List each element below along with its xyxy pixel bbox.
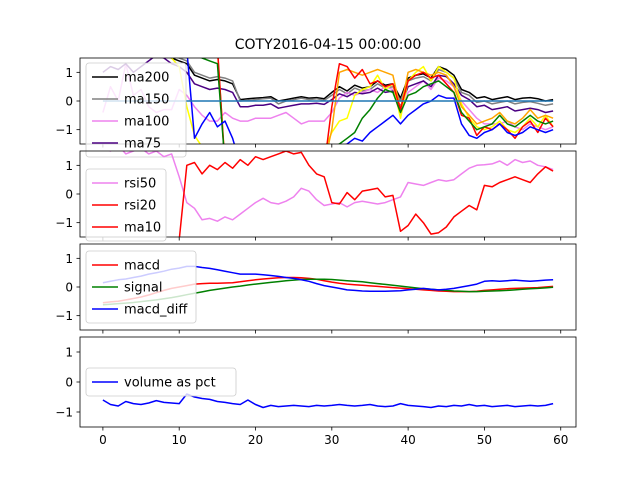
y-tick-label: 0	[65, 188, 73, 202]
y-tick-label: 1	[65, 159, 73, 173]
series-group	[102, 393, 554, 409]
legend: volume as pct	[85, 367, 237, 397]
legend-label: rsi50	[124, 177, 156, 192]
panel-macd: −1 0 1 macd signal macd_diff	[55, 243, 577, 334]
figure-title: COTY2016-04-15 00:00:00	[235, 37, 422, 53]
x-tick-label: 10	[172, 433, 187, 447]
legend-label: rsi20	[124, 199, 156, 214]
y-tick-label: −1	[55, 309, 73, 323]
series-group	[108, 151, 554, 237]
series-line-unlabeled-8	[186, 58, 554, 144]
series-line-unlabeled-7	[199, 58, 554, 144]
legend-label: ma200	[124, 71, 169, 86]
legend-label: ma150	[124, 93, 169, 108]
y-tick-label: 0	[65, 281, 73, 295]
series-line-unlabeled-6	[217, 58, 554, 144]
series-line-ma150	[177, 58, 554, 107]
legend: ma200 ma150 ma100 ma75	[85, 62, 187, 158]
y-tick-label: 0	[65, 95, 73, 109]
y-tick-label: −1	[55, 123, 73, 137]
series-group	[102, 58, 554, 144]
y-tick-label: 0	[65, 376, 73, 390]
legend-label: volume as pct	[124, 376, 216, 391]
legend-label: ma75	[124, 137, 161, 152]
legend-label: ma10	[124, 221, 161, 236]
series-line-unlabeled-5	[217, 58, 554, 144]
x-tick-label: 20	[248, 433, 263, 447]
legend-label: macd_diff	[124, 303, 188, 318]
legend-box	[85, 168, 167, 242]
series-line-rsi20	[178, 151, 554, 237]
legend-box	[85, 250, 197, 324]
x-tick-label: 40	[400, 433, 415, 447]
x-tick-label: 50	[477, 433, 492, 447]
legend-label: macd	[124, 259, 160, 274]
y-tick-label: −1	[55, 216, 73, 230]
series-line-ma200	[169, 58, 554, 102]
panels: −101 ma200ma150ma100ma75−101rsi50rsi20ma1…	[55, 57, 577, 447]
x-tick-label: 0	[99, 433, 107, 447]
legend-label: ma100	[124, 115, 169, 130]
panel-rsi: −1 0 1 rsi50 rsi20 ma10	[55, 150, 577, 242]
series-line-rsi50	[108, 151, 554, 222]
legend-box	[85, 62, 187, 158]
legend-label: signal	[124, 281, 162, 296]
x-tick-label: 60	[553, 433, 568, 447]
y-tick-label: 1	[65, 346, 73, 360]
y-tick-label: 1	[65, 66, 73, 80]
y-tick-label: 1	[65, 252, 73, 266]
legend-box	[85, 367, 237, 397]
legend: rsi50 rsi20 ma10	[85, 168, 167, 242]
legend: macd signal macd_diff	[85, 250, 197, 324]
panel-moving-averages: −1 0 1 ma200 ma150 ma100 ma75	[55, 57, 577, 158]
series-line-volume-as-pct	[102, 393, 554, 409]
y-tick-label: −1	[55, 406, 73, 420]
x-tick-label: 30	[324, 433, 339, 447]
